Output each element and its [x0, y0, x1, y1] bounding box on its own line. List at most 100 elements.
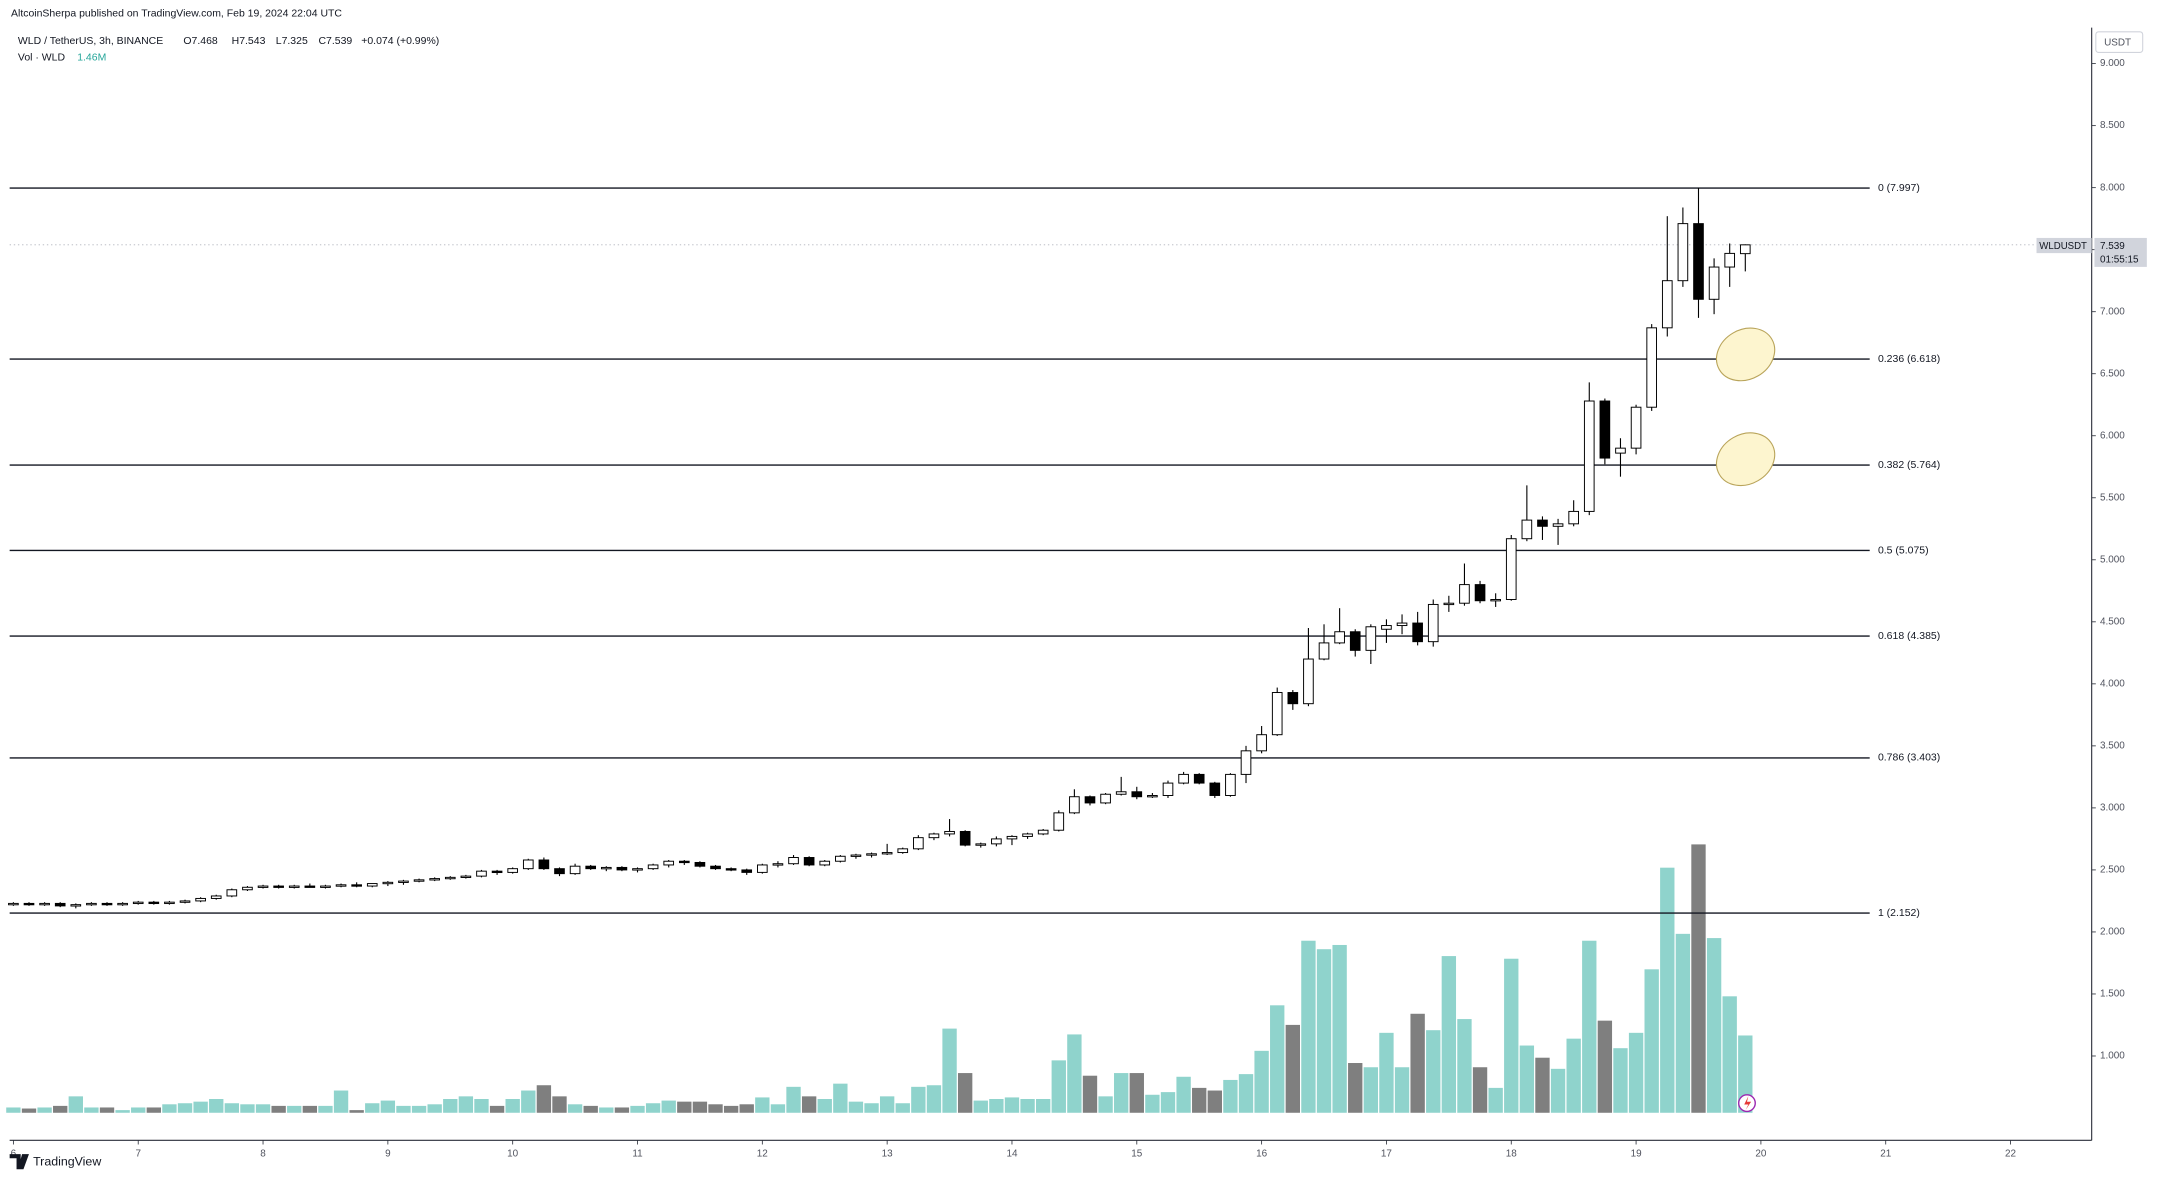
- candle-body: [1552, 523, 1564, 527]
- volume-bar: [1644, 969, 1659, 1113]
- y-tick-label: 3.500: [2100, 740, 2125, 751]
- volume-bar: [1223, 1079, 1238, 1113]
- volume-bar: [1535, 1057, 1550, 1113]
- candle-body: [554, 868, 565, 875]
- y-tick-label: 4.500: [2100, 616, 2125, 627]
- volume-bar: [957, 1073, 973, 1113]
- x-tick-label: 16: [1256, 1149, 1268, 1160]
- candle-body: [1271, 692, 1283, 736]
- candle-body: [1131, 791, 1143, 798]
- volume-bar: [1379, 1032, 1394, 1113]
- volume-bar: [536, 1085, 552, 1113]
- ellipse-drawing: [1715, 327, 1776, 382]
- currency-box[interactable]: [2095, 31, 2144, 53]
- price-tag-symbol: WLDUSDT: [2039, 241, 2087, 252]
- plot-layer: 1.000 1.500 2.000 2.500 3.000 3.500 4.000 4.500…: [6, 58, 2125, 1160]
- candle-body: [1646, 327, 1658, 408]
- candle-body: [1708, 266, 1720, 300]
- candle-body: [850, 854, 862, 857]
- candle-body: [1490, 599, 1501, 602]
- candle-body: [491, 870, 503, 874]
- candle-body: [1443, 602, 1455, 606]
- volume-bar: [365, 1103, 380, 1113]
- volume-bar: [1114, 1073, 1129, 1113]
- candle-body: [647, 864, 659, 870]
- candle-body: [1115, 791, 1127, 795]
- candle-body: [1240, 750, 1252, 775]
- volume-bar: [1160, 1092, 1176, 1113]
- candle-body: [1303, 658, 1314, 705]
- volume-bar: [162, 1104, 177, 1113]
- candle-body: [819, 860, 831, 866]
- y-tick-label: 5.000: [2100, 554, 2125, 565]
- candle-body: [959, 830, 971, 846]
- candle-body: [382, 881, 394, 885]
- volume-bar: [583, 1105, 598, 1113]
- candle-body: [242, 886, 253, 891]
- volume-bar: [692, 1101, 708, 1113]
- volume-bar: [411, 1105, 427, 1113]
- volume-bar: [677, 1101, 692, 1113]
- y-tick-label: 2.000: [2100, 927, 2125, 938]
- volume-bar: [6, 1107, 21, 1113]
- candle-body: [257, 885, 269, 888]
- volume-bar: [1691, 844, 1706, 1113]
- candle-body: [1724, 252, 1736, 268]
- volume-bar: [131, 1107, 146, 1113]
- brand-logo: [9, 1154, 29, 1170]
- volume-bar: [1129, 1073, 1144, 1113]
- volume-bar: [1566, 1038, 1581, 1113]
- volume-bar: [1457, 1019, 1472, 1113]
- volume-bar: [1660, 867, 1675, 1113]
- candle-body: [522, 859, 534, 870]
- candle-body: [1209, 782, 1221, 796]
- candle-body: [1084, 796, 1096, 804]
- volume-bar: [146, 1107, 161, 1113]
- volume-bar: [240, 1104, 255, 1113]
- candle-body: [54, 902, 66, 907]
- volume-bar: [723, 1105, 739, 1113]
- volume-bar: [271, 1105, 286, 1113]
- candle-body: [1568, 510, 1579, 525]
- y-tick-label: 6.500: [2100, 368, 2125, 379]
- fib-label: 0.236 (6.618): [1878, 354, 1940, 365]
- legend-open: O7.468: [183, 36, 218, 47]
- candle-body: [1739, 244, 1751, 255]
- candle-body: [1677, 223, 1689, 282]
- x-tick-label: 14: [1006, 1149, 1018, 1160]
- currency-label[interactable]: USDT: [2104, 37, 2131, 48]
- volume-bar: [1441, 956, 1457, 1113]
- candle-body: [444, 876, 456, 880]
- candle-body: [725, 868, 737, 871]
- volume-bar: [349, 1110, 364, 1113]
- fib-label: 1 (2.152): [1878, 908, 1920, 919]
- candle-body: [772, 863, 784, 866]
- legend-volume: 1.46M: [77, 53, 106, 64]
- volume-bar: [1145, 1094, 1160, 1113]
- event-icon-bolt: [1744, 1096, 1752, 1111]
- volume-bar: [1254, 1050, 1269, 1113]
- volume-bar: [817, 1099, 832, 1113]
- legend-volume-name: Vol · WLD: [18, 53, 66, 64]
- volume-bar: [505, 1099, 520, 1113]
- candle-body: [1661, 280, 1673, 329]
- candle-body: [460, 875, 472, 878]
- volume-bar: [1472, 1067, 1488, 1113]
- volume-bar: [645, 1103, 661, 1113]
- x-tick-label: 13: [882, 1149, 894, 1160]
- candle-body: [694, 861, 706, 867]
- candle-body: [1334, 631, 1345, 644]
- candle-body: [70, 904, 82, 907]
- volume-bar: [1426, 1030, 1441, 1113]
- y-tick-label: 7.000: [2100, 306, 2125, 317]
- volume-bar: [552, 1096, 567, 1113]
- candle-body: [366, 883, 378, 887]
- volume-bar: [942, 1028, 957, 1113]
- volume-bar: [1176, 1076, 1191, 1113]
- volume-bar: [380, 1100, 396, 1113]
- volume-bar: [801, 1096, 817, 1113]
- candle-body: [710, 865, 721, 870]
